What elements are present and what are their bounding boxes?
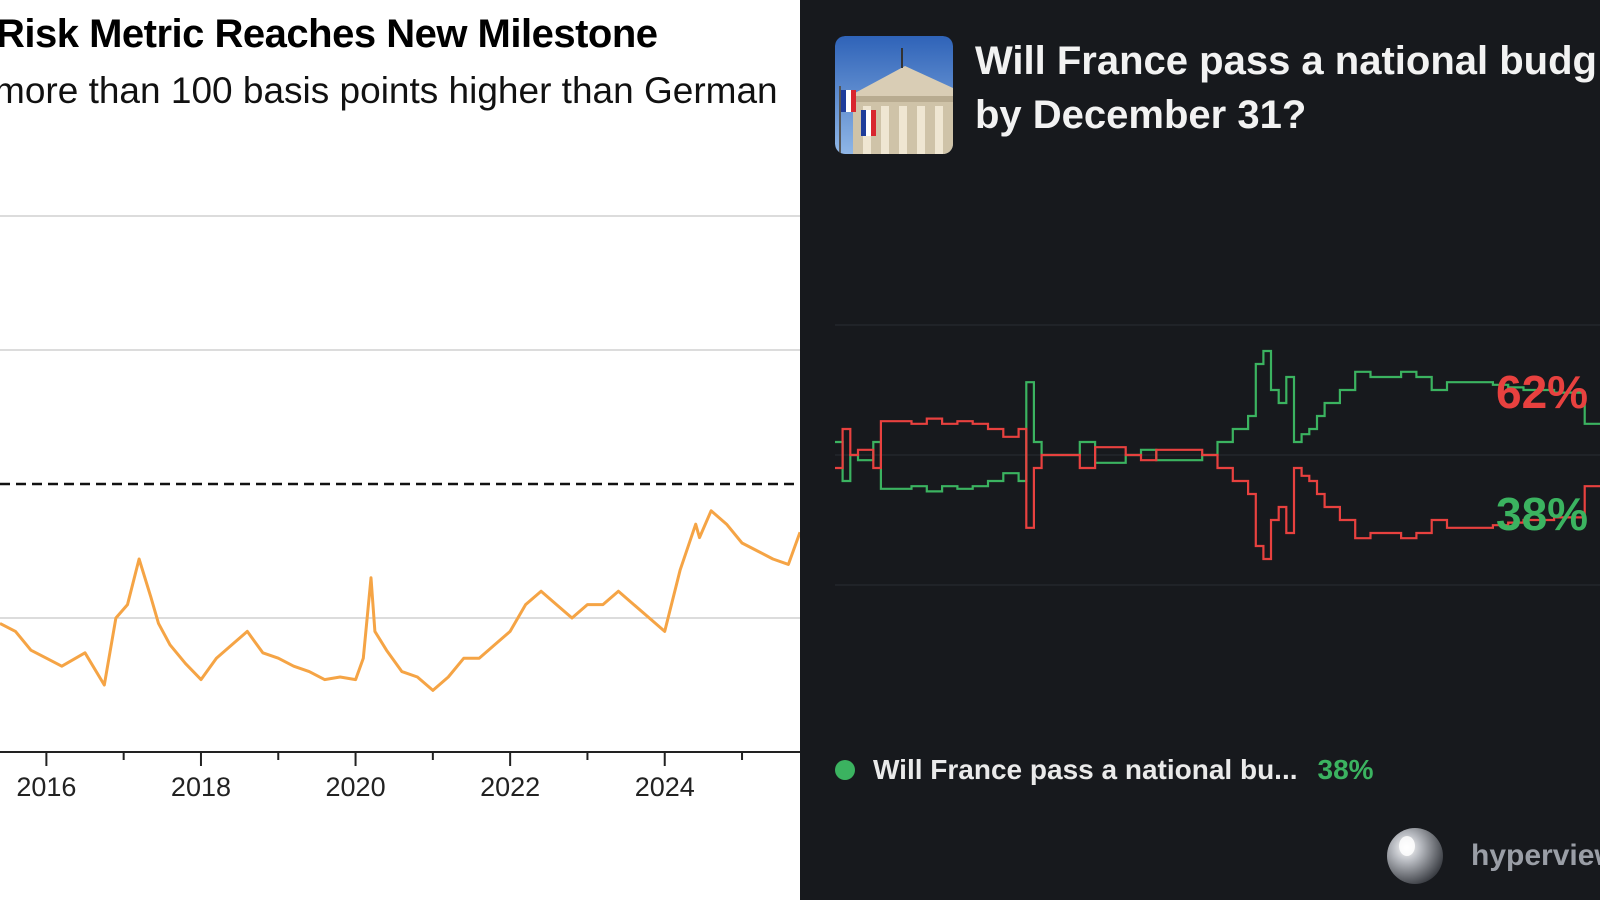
spread-chart: 201620182020202220242 (0, 215, 800, 802)
x-tick-label-2022: 2022 (480, 772, 540, 802)
x-tick-label-2018: 2018 (171, 772, 231, 802)
no-end-label: 62% (1496, 366, 1588, 418)
chart-subtitle: more than 100 basis points higher than G… (0, 70, 778, 111)
market-title-line-2: by December 31? (975, 93, 1307, 137)
no-series-line (835, 417, 1600, 561)
market-title: Will France pass a national budg by Dece… (975, 34, 1600, 142)
odds-chart: 62% 38% (834, 324, 1600, 586)
x-tick-label-2020: 2020 (326, 772, 386, 802)
market-title-line-1: Will France pass a national budg (975, 39, 1597, 83)
chart-title: Risk Metric Reaches New Milestone (0, 12, 658, 56)
x-tick-label-2016: 2016 (16, 772, 76, 802)
x-tick-label-2024: 2024 (635, 772, 695, 802)
yes-series-line (835, 349, 1600, 493)
watermark-text: hyperview (1471, 839, 1600, 872)
spread-series-line (0, 509, 800, 692)
legend[interactable]: Will France pass a national bu... 38% (835, 754, 1374, 786)
hyperview-logo-icon (1387, 828, 1443, 884)
watermark: hyperview (1385, 826, 1600, 886)
legend-dot-icon (835, 760, 855, 780)
left-panel: 201620182020202220242 Risk Metric Reache… (0, 12, 800, 802)
legend-label: Will France pass a national bu... (873, 754, 1298, 785)
legend-value: 38% (1317, 754, 1374, 785)
market-thumbnail[interactable] (835, 36, 953, 154)
yes-end-label: 38% (1496, 488, 1588, 540)
